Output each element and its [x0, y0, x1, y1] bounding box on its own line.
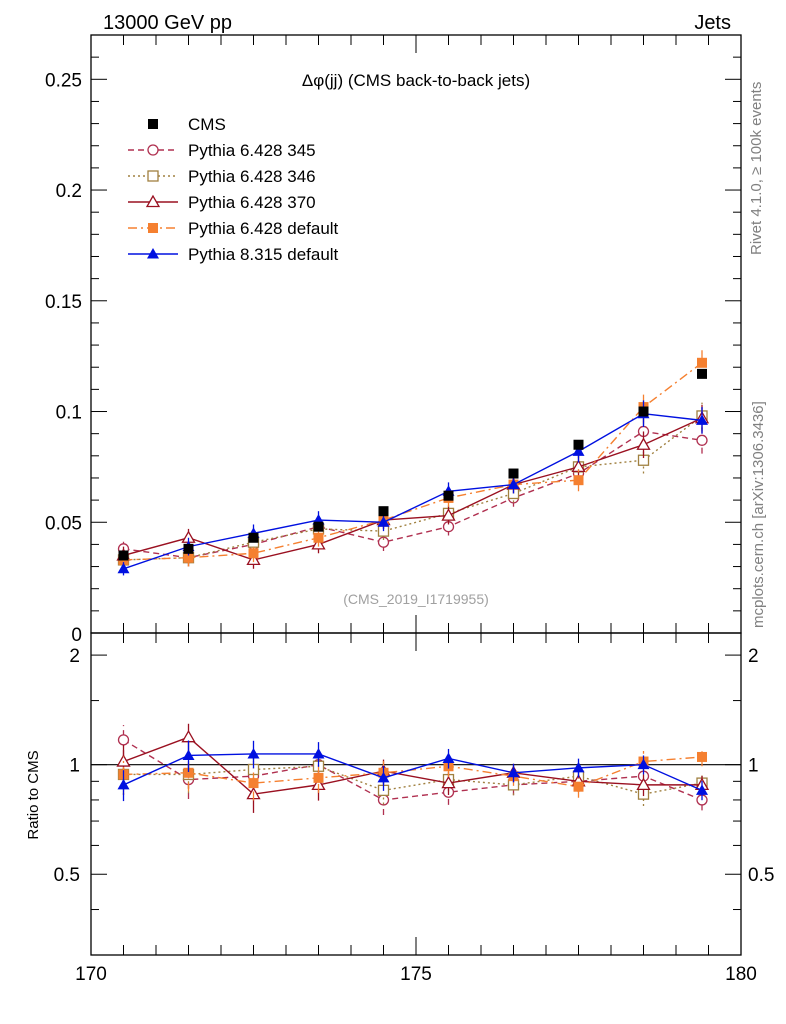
series-3 [116, 404, 710, 813]
ratio-point [697, 751, 707, 762]
series-line [123, 430, 703, 559]
series-line [123, 417, 703, 561]
ratio-point [183, 767, 194, 778]
chart-title: Δφ(jj) (CMS back-to-back jets) [302, 71, 530, 90]
legend-marker [148, 223, 158, 233]
axis-ticks [90, 35, 742, 955]
data-point [313, 521, 324, 532]
legend-label: Pythia 6.428 default [188, 219, 339, 238]
y-tick-label: 0.1 [56, 403, 82, 424]
ratio-point [696, 784, 708, 795]
ratio-tick-label-right: 1 [748, 756, 759, 777]
y-tick-label: 0.05 [45, 513, 82, 534]
legend: CMS Pythia 6.428 345 Pythia 6.428 346 Py… [128, 115, 339, 264]
ratio-tick-label-left: 1 [69, 756, 80, 777]
series-line [123, 415, 703, 561]
legend-marker [145, 194, 161, 208]
data-point [377, 536, 390, 548]
ratio-point [637, 758, 650, 770]
x-tick-label: 175 [400, 964, 432, 985]
legend-label: CMS [188, 115, 226, 134]
mcplots-reference-label: mcplots.cern.ch [arXiv:1306.3436] [750, 401, 767, 628]
ratio-series-line [123, 739, 703, 801]
ratio-point [312, 747, 325, 759]
series-line [123, 413, 703, 570]
legend-marker [147, 144, 159, 156]
data-point [441, 508, 456, 521]
ratio-point [117, 778, 130, 790]
legend-label: Pythia 6.428 346 [188, 167, 316, 186]
legend-marker [148, 119, 158, 129]
header-energy-label: 13000 GeV pp [103, 12, 232, 34]
legend-label: Pythia 6.428 370 [188, 193, 316, 212]
ratio-point [116, 754, 131, 767]
legend-label: Pythia 8.315 default [188, 245, 339, 264]
x-tick-label: 180 [725, 964, 757, 985]
ratio-series-line [123, 756, 703, 788]
ratio-point [636, 777, 651, 791]
data-point [507, 478, 520, 490]
data-point [248, 532, 259, 543]
data-point [696, 434, 708, 446]
series-line [123, 362, 703, 561]
data-point [118, 550, 129, 561]
data-point [697, 368, 707, 379]
ratio-point [117, 734, 130, 746]
ratio-point [442, 752, 455, 763]
x-tick-label: 170 [75, 964, 107, 985]
ratio-series-line [123, 765, 703, 795]
ratio-series-line [123, 753, 703, 792]
data-point [313, 532, 324, 543]
data-point [183, 552, 194, 563]
analysis-id-watermark: (CMS_2019_I1719955) [343, 591, 489, 607]
y-tick-label: 0.15 [45, 292, 82, 313]
ratio-axis-label: Ratio to CMS [25, 750, 42, 839]
series-layer [116, 347, 710, 816]
y-tick-label: 0.2 [56, 181, 82, 202]
data-point [377, 516, 390, 527]
ratio-series-line [123, 736, 702, 795]
data-point [573, 475, 584, 486]
data-point [697, 357, 707, 368]
series-0 [118, 368, 707, 561]
ratio-point [313, 772, 324, 783]
data-point [636, 437, 651, 450]
y-tick-label: 0.25 [45, 70, 82, 91]
ratio-point [248, 778, 259, 789]
ratio-tick-label-right: 2 [748, 646, 759, 667]
ratio-point [573, 781, 584, 792]
ratio-point [182, 749, 195, 760]
data-point [508, 468, 519, 479]
ratio-point [572, 761, 585, 773]
data-point [443, 490, 454, 501]
data-point [117, 562, 130, 574]
legend-marker [147, 248, 159, 259]
legend-label: Pythia 6.428 345 [188, 141, 316, 160]
axis-tick-labels: 0 0.05 0.1 0.15 0.2 0.25 0.5 1 2 0.5 1 2… [45, 70, 774, 985]
data-point [248, 548, 259, 559]
ratio-tick-label-left: 0.5 [54, 865, 80, 886]
rivet-version-label: Rivet 4.1.0, ≥ 100k events [748, 82, 765, 255]
ratio-point [441, 775, 456, 789]
data-point [572, 445, 585, 456]
ratio-tick-label-right: 0.5 [748, 865, 774, 886]
series-4 [118, 347, 707, 801]
data-point [573, 439, 584, 450]
data-point [183, 543, 194, 554]
ratio-point [377, 771, 390, 783]
data-point [696, 414, 708, 425]
y-tick-label: 0 [71, 625, 82, 646]
ratio-point [247, 747, 260, 759]
ratio-point [181, 729, 196, 743]
data-point [378, 506, 389, 517]
ratio-point [507, 766, 520, 778]
data-point [638, 406, 649, 417]
header-category-label: Jets [694, 12, 731, 34]
ratio-tick-label-left: 2 [69, 646, 80, 667]
legend-marker [147, 170, 159, 182]
